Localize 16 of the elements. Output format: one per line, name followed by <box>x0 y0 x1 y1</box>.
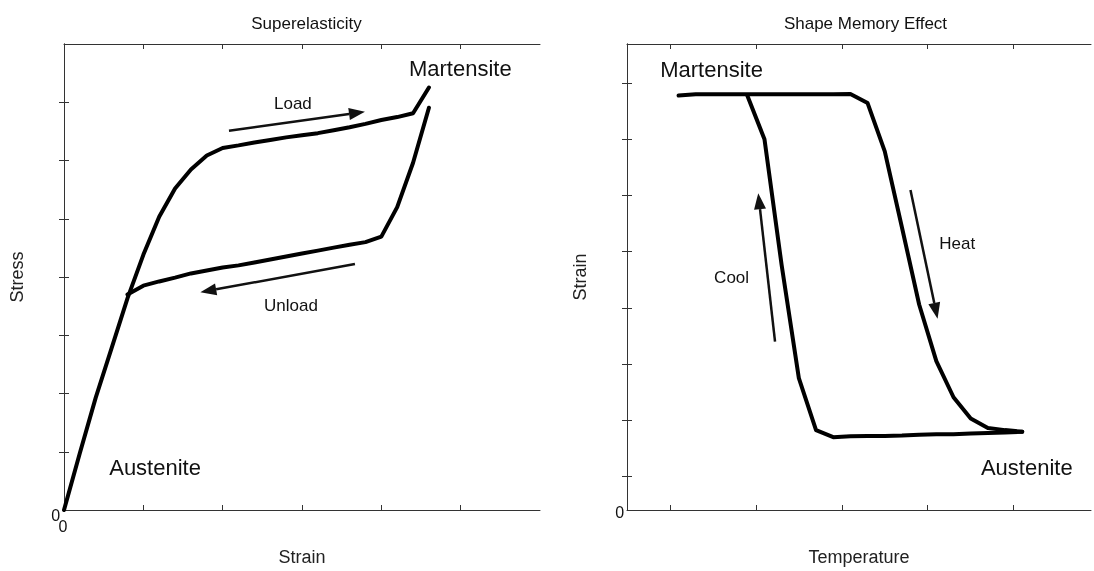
text: Martensite <box>660 57 763 83</box>
text: 0 <box>615 503 625 521</box>
x-axis-title: Temperature <box>808 547 910 567</box>
annotation: Cool <box>714 267 750 287</box>
y-axis-title: Stress <box>7 251 27 303</box>
text: 0 <box>58 518 68 536</box>
annotation: Austenite <box>980 454 1073 480</box>
annotation: Unload <box>264 295 318 315</box>
chart-title: Shape Memory Effect <box>783 14 948 33</box>
annotation: Load <box>274 94 312 114</box>
text: Martensite <box>408 55 512 81</box>
chart-title: Superelasticity <box>251 14 363 33</box>
x-axis-title: Strain <box>278 547 326 567</box>
y-axis-title: Strain <box>570 253 590 301</box>
annotation: Austenite <box>109 454 201 480</box>
annotation: Heat <box>939 234 976 254</box>
